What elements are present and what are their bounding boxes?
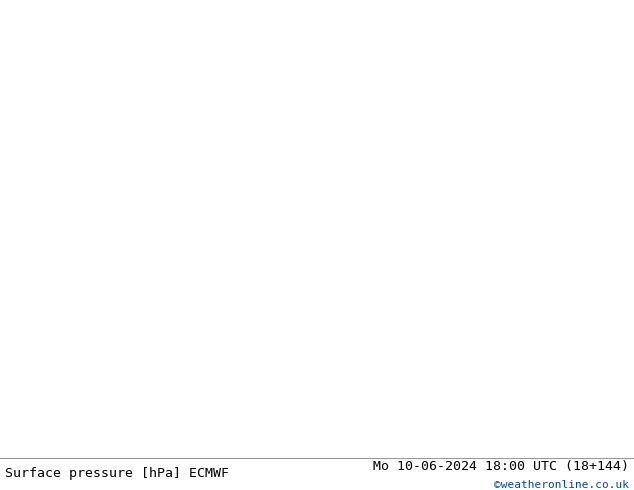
Text: Mo 10-06-2024 18:00 UTC (18+144): Mo 10-06-2024 18:00 UTC (18+144) <box>373 460 629 473</box>
Text: ©weatheronline.co.uk: ©weatheronline.co.uk <box>494 480 629 490</box>
Text: Surface pressure [hPa] ECMWF: Surface pressure [hPa] ECMWF <box>5 467 229 480</box>
